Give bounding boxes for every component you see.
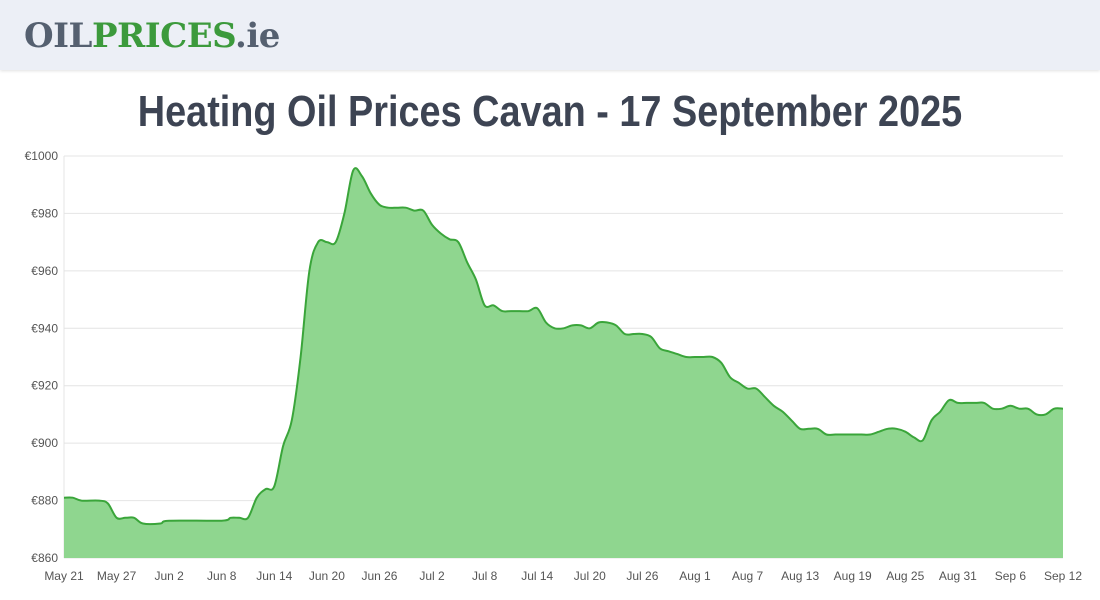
y-tick-label: €960	[31, 264, 58, 278]
x-tick-label: Aug 13	[781, 569, 819, 583]
logo-text-prices: PRICES	[91, 16, 236, 56]
x-tick-label: Aug 1	[679, 569, 711, 583]
x-tick-label: Jun 8	[207, 569, 237, 583]
x-tick-label: May 21	[44, 569, 84, 583]
y-tick-label: €940	[31, 321, 58, 335]
x-tick-label: Jun 14	[256, 569, 292, 583]
y-tick-label: €900	[31, 436, 58, 450]
x-tick-label: Jul 2	[419, 569, 445, 583]
page-title: Heating Oil Prices Cavan - 17 September …	[137, 87, 963, 136]
x-tick-label: Aug 31	[939, 569, 977, 583]
x-tick-label: Aug 25	[886, 569, 924, 583]
y-tick-label: €920	[31, 379, 58, 393]
y-axis-labels: €860 €880 €900 €920 €940 €960 €980 €1000	[25, 149, 59, 565]
chart-area-layer	[63, 167, 1064, 558]
x-tick-label: Aug 7	[732, 569, 764, 583]
x-tick-label: Jun 20	[309, 569, 345, 583]
price-line	[63, 167, 1064, 526]
x-tick-label: Sep 12	[1044, 569, 1082, 583]
x-tick-label: Sep 6	[995, 569, 1027, 583]
site-logo[interactable]: OILPRICES.ie	[24, 15, 280, 57]
x-tick-label: Jul 14	[521, 569, 553, 583]
logo-text-domain: .ie	[234, 16, 280, 56]
x-tick-label: Jul 26	[626, 569, 658, 583]
price-area-fill	[64, 168, 1063, 558]
x-axis-labels: May 21 May 27 Jun 2 Jun 8 Jun 14 Jun 20 Jun 26…	[44, 569, 1082, 583]
x-tick-label: Jul 20	[574, 569, 606, 583]
x-tick-label: Jun 26	[361, 569, 397, 583]
x-tick-label: Aug 19	[834, 569, 872, 583]
y-tick-label: €980	[31, 206, 58, 220]
logo-text-oil: OIL	[24, 16, 92, 56]
site-header: OILPRICES.ie	[0, 0, 1100, 70]
x-tick-label: Jun 2	[154, 569, 184, 583]
x-tick-label: Jul 8	[472, 569, 498, 583]
y-tick-label: €880	[31, 494, 58, 508]
y-tick-label: €860	[31, 551, 58, 565]
y-tick-label: €1000	[25, 149, 59, 163]
x-tick-label: May 27	[97, 569, 137, 583]
